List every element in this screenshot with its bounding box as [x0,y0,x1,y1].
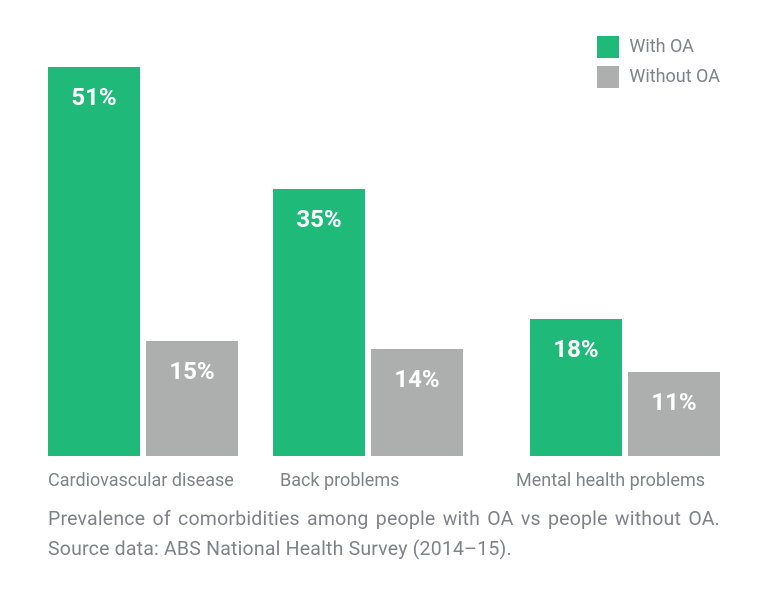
bar: 35% [273,189,365,456]
legend-item-with-oa: With OA [597,36,720,58]
comorbidity-bar-chart: With OA Without OA 51% 15% 35% 14% 18% 11% Ca… [48,36,720,564]
bar-group: 51% 15% [48,67,238,456]
bar: 51% [48,67,140,456]
bar: 11% [628,372,720,456]
legend-swatch-with-oa [597,36,619,58]
x-axis-label: Mental health problems [516,470,705,491]
bar-value-label: 51% [71,83,116,111]
x-axis-labels: Cardiovascular disease Back problems Menta… [48,470,720,496]
bar: 14% [371,349,463,456]
bar: 15% [146,341,238,456]
bar-value-label: 14% [394,365,439,393]
legend: With OA Without OA [597,36,720,88]
chart-caption: Prevalence of comorbidities among people… [48,504,720,564]
legend-swatch-without-oa [597,66,619,88]
bar-value-label: 11% [651,388,696,416]
legend-label-with-oa: With OA [629,38,694,56]
legend-item-without-oa: Without OA [597,66,720,88]
bar-group: 35% 14% [273,189,463,456]
bar-value-label: 35% [296,205,341,233]
bar-value-label: 15% [169,357,214,385]
bar-value-label: 18% [553,335,598,363]
bar: 18% [530,319,622,456]
bar-group: 18% 11% [530,319,720,456]
x-axis-label: Back problems [280,470,399,491]
plot-area: With OA Without OA 51% 15% 35% 14% 18% 11% [48,36,720,456]
x-axis-label: Cardiovascular disease [48,470,234,491]
legend-label-without-oa: Without OA [629,68,720,86]
